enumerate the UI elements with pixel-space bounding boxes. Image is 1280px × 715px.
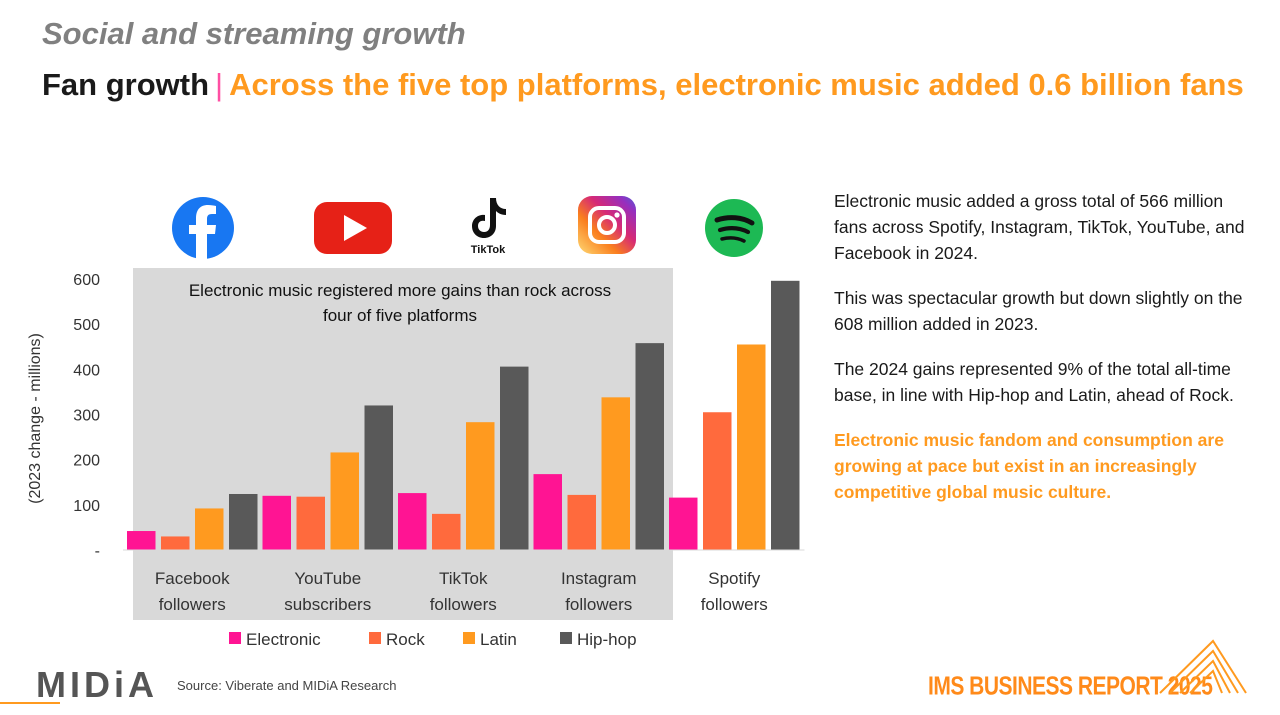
y-tick-label: 400 [73,362,100,379]
legend-swatch [369,632,381,644]
title-accent: Across the five top platforms, electroni… [229,67,1244,102]
source-note: Source: Viberate and MIDiA Research [177,678,397,693]
bars [123,280,805,551]
footer-accent-line [0,702,60,704]
highlight-background [133,268,673,620]
bar-chart: TikTok Electronic [27,196,805,649]
page-subtitle: Social and streaming growth [42,16,466,51]
bar [296,496,325,550]
y-tick-label: 100 [73,498,100,515]
page-title: Fan growth | Across the five top platforms… [42,62,1262,108]
y-tick-label: 600 [73,272,100,289]
tiktok-icon: TikTok [471,198,506,256]
x-tick-label: TikTok [439,569,488,588]
y-axis-label: (2023 change - millions) [27,333,44,504]
bar [771,280,800,550]
bar [127,531,156,550]
bar [330,452,359,550]
legend-swatch [229,632,241,644]
side-commentary: Electronic music added a gross total of … [834,188,1254,524]
y-axis: - 100 200 300 400 500 600 (2023 change - millio… [27,272,100,560]
x-tick-label: followers [701,595,768,614]
bar [737,344,766,550]
title-main: Fan growth [42,67,210,102]
midia-logo: MIDiA [36,664,158,705]
bar [533,474,562,550]
bar [229,493,258,550]
bar [398,493,427,550]
x-tick-label: followers [565,595,632,614]
legend-label: Hip-hop [577,630,637,649]
bar [669,497,698,550]
report-logo-icon [1159,639,1247,694]
x-tick-label: YouTube [294,569,361,588]
bar [262,495,291,550]
legend-swatch [463,632,475,644]
x-tick-label: Instagram [561,569,637,588]
bar [466,422,495,550]
tiktok-icon-label: TikTok [471,244,506,256]
x-tick-label: Facebook [155,569,230,588]
y-tick-label: 200 [73,453,100,470]
y-tick-label: - [95,543,100,560]
side-paragraph-3: The 2024 gains represented 9% of the tot… [834,359,1234,405]
bar [567,494,596,550]
bar [635,343,664,550]
side-paragraph-1: Electronic music added a gross total of … [834,191,1245,263]
annotation-line: four of five platforms [323,306,477,325]
bar [432,513,461,550]
bar [601,397,630,550]
y-tick-label: 500 [73,317,100,334]
chart-annotation: Electronic music registered more gains t… [189,281,611,325]
x-tick-label: subscribers [284,595,371,614]
bar [195,508,224,550]
spotify-icon [705,199,763,257]
bar [500,366,529,550]
x-tick-label: followers [159,595,226,614]
youtube-icon [314,202,392,254]
instagram-icon [578,196,636,254]
legend-label: Rock [386,630,425,649]
legend: Electronic Rock Latin Hip-hop [229,630,637,649]
legend-swatch [560,632,572,644]
x-tick-label: Spotify [708,569,760,588]
x-axis: Facebook followers YouTube subscribers TikTo… [155,569,768,614]
bar [703,412,732,550]
legend-label: Latin [480,630,517,649]
title-separator: | [215,67,224,102]
y-tick-label: 300 [73,408,100,425]
side-paragraph-2: This was spectacular growth but down sli… [834,288,1243,334]
side-highlight: Electronic music fandom and consumption … [834,430,1224,502]
bar [161,536,190,550]
legend-label: Electronic [246,630,321,649]
facebook-icon [172,197,234,259]
bar [364,405,393,550]
platform-icons: TikTok [172,196,763,259]
annotation-line: Electronic music registered more gains t… [189,281,611,300]
x-tick-label: followers [430,595,497,614]
